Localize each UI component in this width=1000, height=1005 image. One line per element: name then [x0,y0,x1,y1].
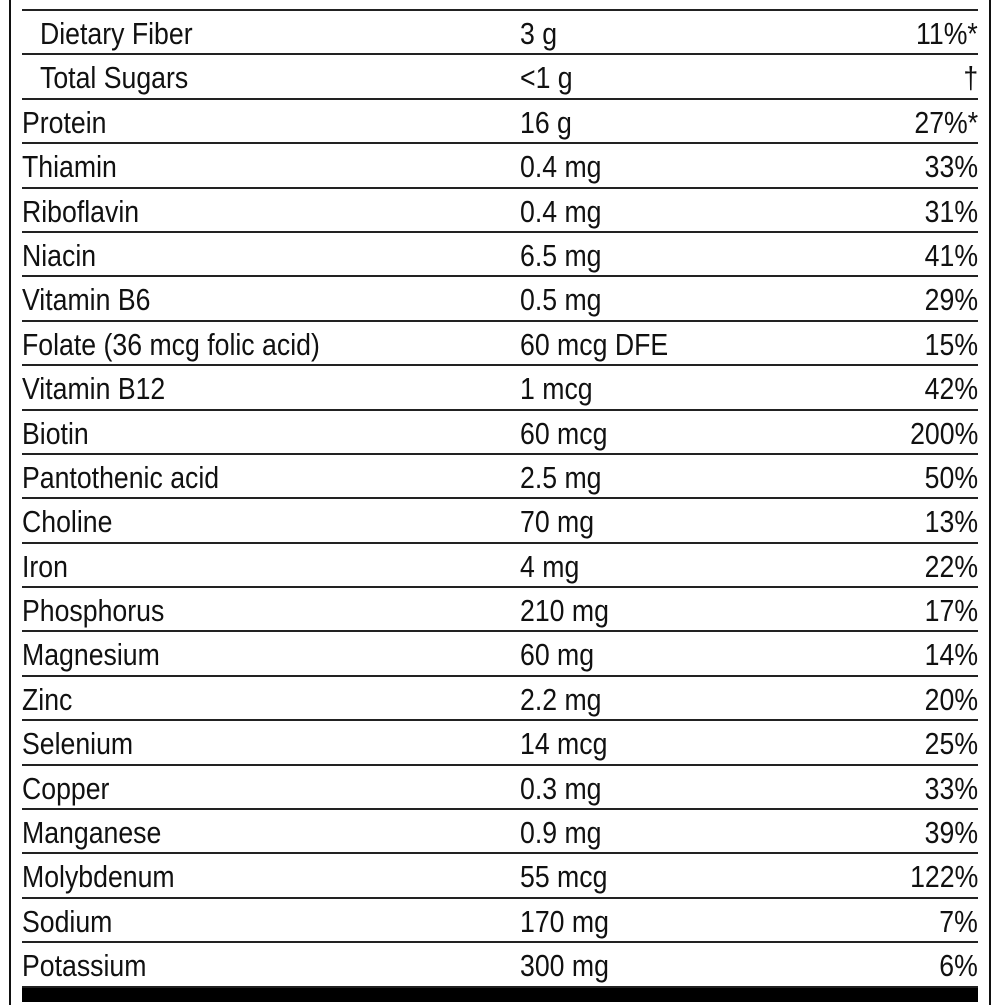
nutrient-row: Sodium 170 mg 7% [22,896,978,941]
nutrient-amount: 170 mg [520,903,609,939]
nutrient-daily-value: 31% [924,193,978,229]
nutrient-amount: 3 g [520,16,558,51]
nutrient-row: Molybdenum 55 mcg 122% [22,852,978,896]
nutrient-name: Riboflavin [22,193,140,229]
nutrient-row: Niacin 6.5 mg 41% [22,230,978,275]
nutrient-amount: 16 g [520,104,572,140]
nutrient-amount: 4 mg [520,548,580,584]
nutrient-daily-value: 39% [924,815,978,851]
nutrient-row: Magnesium 60 mg 14% [22,630,978,674]
nutrient-daily-value: 22% [924,548,978,584]
nutrient-name: Total Sugars [40,60,189,96]
nutrient-amount: 2.2 mg [520,681,602,717]
nutrient-name: Sodium [22,903,113,939]
nutrient-row: Phosphorus 210 mg 17% [22,586,978,630]
nutrient-amount: 0.4 mg [520,149,602,185]
nutrient-name: Manganese [22,815,162,851]
nutrient-row: Zinc 2.2 mg 20% [22,674,978,719]
nutrient-row: Biotin 60 mcg 200% [22,408,978,453]
nutrient-name: Protein [22,104,107,140]
nutrient-name: Vitamin B6 [22,282,151,318]
nutrient-name: Molybdenum [22,859,175,895]
nutrient-row: Riboflavin 0.4 mg 31% [22,186,978,231]
nutrient-row: Vitamin B6 0.5 mg 29% [22,275,978,319]
nutrient-amount: 60 mcg DFE [520,326,669,362]
nutrient-daily-value: † [963,60,978,96]
nutrient-daily-value: 14% [924,637,978,673]
nutrient-name: Iron [22,548,68,584]
nutrient-amount: 60 mg [520,637,595,673]
nutrient-daily-value: 20% [924,681,978,717]
bottom-thick-bar [22,986,978,1002]
nutrient-name: Copper [22,770,110,806]
nutrient-daily-value: 7% [939,903,978,939]
nutrient-amount: 0.3 mg [520,770,602,806]
nutrient-amount: 0.4 mg [520,193,602,229]
nutrient-name: Thiamin [22,149,117,185]
nutrient-daily-value: 200% [909,415,978,451]
nutrient-daily-value: 6% [939,948,978,984]
nutrient-row: Dietary Fiber 3 g 11%* [22,9,978,53]
nutrient-row: Vitamin B12 1 mcg 42% [22,364,978,408]
nutrient-amount: 55 mcg [520,859,608,895]
nutrient-row: Iron 4 mg 22% [22,541,978,586]
nutrient-daily-value: 29% [924,282,978,318]
nutrient-name: Vitamin B12 [22,371,166,407]
nutrient-daily-value: 41% [924,237,978,273]
nutrient-row: Copper 0.3 mg 33% [22,763,978,808]
nutrient-table: Dietary Fiber 3 g 11%* Total Sugars <1 g … [22,9,978,986]
nutrient-amount: 300 mg [520,948,609,984]
nutrient-amount: 70 mg [520,504,595,540]
nutrient-daily-value: 50% [924,459,978,495]
nutrient-name: Choline [22,504,113,540]
nutrient-daily-value: 13% [924,504,978,540]
nutrient-amount: 0.9 mg [520,815,602,851]
label-frame [9,0,991,1005]
nutrient-name: Pantothenic acid [22,459,220,495]
nutrient-row: Folate (36 mcg folic acid) 60 mcg DFE 15… [22,319,978,364]
nutrient-daily-value: 27%* [914,104,978,140]
nutrient-row: Protein 16 g 27%* [22,97,978,142]
nutrient-daily-value: 42% [924,371,978,407]
nutrient-daily-value: 15% [924,326,978,362]
nutrient-amount: 60 mcg [520,415,608,451]
nutrient-amount: 210 mg [520,593,609,629]
nutrient-name: Magnesium [22,637,160,673]
nutrient-name: Selenium [22,726,134,762]
nutrient-name: Phosphorus [22,593,165,629]
nutrient-daily-value: 25% [924,726,978,762]
nutrient-name: Niacin [22,237,97,273]
nutrient-name: Biotin [22,415,89,451]
nutrient-amount: 1 mcg [520,371,593,407]
nutrient-row: Choline 70 mg 13% [22,497,978,541]
nutrient-daily-value: 11%* [916,16,978,51]
nutrient-daily-value: 33% [924,770,978,806]
nutrient-row: Pantothenic acid 2.5 mg 50% [22,452,978,497]
nutrient-row: Thiamin 0.4 mg 33% [22,142,978,186]
nutrient-daily-value: 122% [909,859,978,895]
nutrient-amount: 14 mcg [520,726,608,762]
nutrient-row: Manganese 0.9 mg 39% [22,808,978,852]
nutrient-amount: 2.5 mg [520,459,602,495]
nutrient-name: Folate (36 mcg folic acid) [22,326,320,362]
nutrient-row: Total Sugars <1 g † [22,53,978,97]
nutrient-daily-value: 17% [924,593,978,629]
nutrient-name: Dietary Fiber [40,16,193,51]
nutrient-amount: <1 g [520,60,573,96]
nutrient-daily-value: 33% [924,149,978,185]
nutrient-row: Selenium 14 mcg 25% [22,719,978,763]
nutrient-name: Zinc [22,681,73,717]
nutrient-name: Potassium [22,948,147,984]
nutrient-amount: 0.5 mg [520,282,602,318]
nutrient-amount: 6.5 mg [520,237,602,273]
nutrient-row: Potassium 300 mg 6% [22,941,978,985]
